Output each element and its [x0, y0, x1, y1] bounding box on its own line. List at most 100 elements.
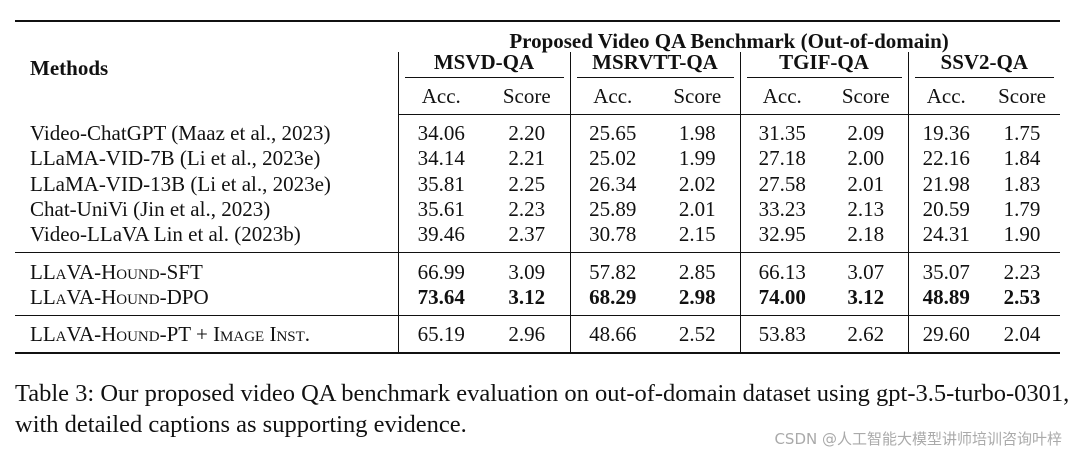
value-cell: 33.23 — [739, 196, 824, 223]
metric-header: Acc. — [739, 78, 824, 115]
value-cell: 3.09 — [484, 252, 570, 285]
value-cell: 1.90 — [1003, 222, 1041, 247]
value-cell: 2.37 — [508, 222, 546, 247]
method-name: LLaVA-Hound-PT + Image Inst. — [15, 315, 398, 354]
value-cell: 48.89 — [907, 284, 984, 316]
value-cell: 31.35 — [739, 114, 824, 147]
value-cell: 3.12 — [847, 284, 885, 309]
value-cell: 35.81 — [397, 171, 484, 197]
value-cell: 1.99 — [678, 146, 716, 171]
watermark: CSDN @人工智能大模型讲师培训咨询叶梓 — [774, 430, 1062, 448]
data-row: Video-ChatGPT (Maaz et al., 2023) 34.06 2.… — [15, 114, 1060, 147]
value-cell: 2.85 — [655, 252, 740, 285]
value-cell: 2.01 — [847, 171, 885, 196]
method-name: Video-ChatGPT (Maaz et al., 2023) — [30, 120, 331, 145]
value-cell: 65.19 — [397, 315, 484, 354]
value-cell: 32.95 — [739, 222, 824, 253]
dataset-cell: MSRVTT-QA — [569, 52, 740, 78]
value-cell: 2.01 — [678, 197, 716, 222]
value-cell: 1.83 — [1003, 171, 1041, 196]
data-row: LLaVA-Hound-DPO 73.64 3.12 68.29 2.98 74.00 3.… — [15, 284, 1060, 316]
value-cell: 20.59 — [907, 196, 984, 223]
header-row: Methods Proposed Video QA Benchmark (Out-… — [15, 21, 1060, 79]
method-name: Video-LLaVA Lin et al. (2023b) — [30, 222, 301, 247]
metric-header: Acc. — [907, 78, 984, 115]
method-name: LLaMA-VID-13B (Li et al., 2023e) — [30, 171, 331, 196]
value-cell: 73.64 — [397, 284, 484, 316]
value-cell: 24.31 — [907, 222, 984, 253]
value-cell: 27.18 — [739, 146, 824, 172]
value-cell: 2.23 — [984, 252, 1061, 285]
value-cell: 2.09 — [847, 121, 885, 146]
dataset-cell: MSVD-QA — [397, 52, 570, 78]
value-cell: 2.20 — [508, 121, 546, 146]
data-row: Chat-UniVi (Jin et al., 2023) 35.61 2.23 25… — [15, 196, 1060, 223]
metric-header: Score — [824, 78, 908, 115]
value-cell: 19.36 — [907, 114, 984, 147]
method-name: Chat-UniVi (Jin et al., 2023) — [30, 197, 271, 222]
value-cell: 34.06 — [397, 114, 484, 147]
value-cell: 2.15 — [678, 222, 716, 247]
data-row: LLaMA-VID-7B (Li et al., 2023e) 34.14 2.21… — [15, 146, 1060, 172]
dataset-name: MSVD-QA — [404, 52, 564, 78]
value-cell: 3.07 — [824, 252, 908, 285]
value-cell: 35.61 — [397, 196, 484, 223]
dataset-name: TGIF-QA — [746, 52, 902, 78]
metric-header: Acc. — [397, 78, 484, 115]
group-title: Proposed Video QA Benchmark (Out-of-doma… — [509, 29, 949, 53]
value-cell: 3.12 — [508, 284, 546, 309]
value-cell: 74.00 — [739, 284, 824, 316]
value-cell: 2.02 — [678, 171, 716, 196]
value-cell: 26.34 — [569, 171, 655, 197]
dataset-cell: SSV2-QA — [907, 52, 1061, 78]
value-cell: 57.82 — [569, 252, 655, 285]
dataset-name: SSV2-QA — [914, 52, 1055, 78]
data-row: Video-LLaVA Lin et al. (2023b) 39.46 2.37 3… — [15, 222, 1060, 253]
value-cell: 2.21 — [508, 146, 546, 171]
method-header: Methods — [30, 55, 109, 80]
value-cell: 34.14 — [397, 146, 484, 172]
value-cell: 2.13 — [847, 197, 885, 222]
data-row: LLaVA-Hound-SFT 66.99 3.09 57.82 2.85 66.13 3.… — [15, 252, 1061, 285]
value-cell: 2.52 — [655, 315, 740, 354]
results-table: Methods Proposed Video QA Benchmark (Out-… — [15, 20, 1061, 355]
value-cell: 21.98 — [907, 171, 984, 197]
caption: Table 3: Our proposed video QA benchmark… — [15, 380, 1070, 438]
header-row: MSVD-QA MSRVTT-QA TGIF-QA SSV2-QA — [15, 52, 1061, 78]
table-body: Methods Proposed Video QA Benchmark (Out-… — [15, 21, 1061, 354]
value-cell: 35.07 — [907, 252, 984, 285]
value-cell: 39.46 — [397, 222, 484, 253]
value-cell: 1.75 — [1003, 121, 1041, 146]
value-cell: 2.00 — [847, 146, 885, 171]
value-cell: 2.04 — [984, 315, 1061, 354]
value-cell: 25.65 — [569, 114, 655, 147]
metric-header: Score — [484, 78, 570, 115]
value-cell: 2.23 — [508, 197, 546, 222]
value-cell: 29.60 — [907, 315, 984, 354]
header-row: Acc. Score Acc. Score Acc. Score Acc. Score — [15, 78, 1061, 115]
method-name: LLaVA-Hound-SFT — [15, 252, 398, 285]
value-cell: 27.58 — [739, 171, 824, 197]
value-cell: 1.84 — [1003, 146, 1041, 171]
value-cell: 2.25 — [508, 171, 546, 196]
value-cell: 2.98 — [678, 284, 716, 309]
value-cell: 30.78 — [569, 222, 655, 253]
dataset-cell: TGIF-QA — [739, 52, 908, 78]
data-row: LLaVA-Hound-PT + Image Inst. 65.19 2.96 48.… — [15, 315, 1061, 354]
data-row: LLaMA-VID-13B (Li et al., 2023e) 35.81 2.2… — [15, 171, 1060, 197]
value-cell: 53.83 — [739, 315, 824, 354]
value-cell: 22.16 — [907, 146, 984, 172]
value-cell: 2.53 — [1003, 284, 1041, 309]
method-name: LLaVA-Hound-DPO — [30, 284, 209, 309]
value-cell: 2.62 — [824, 315, 908, 354]
value-cell: 48.66 — [569, 315, 655, 354]
value-cell: 66.99 — [397, 252, 484, 285]
value-cell: 25.89 — [569, 196, 655, 223]
value-cell: 1.79 — [1003, 197, 1041, 222]
method-name: LLaMA-VID-7B (Li et al., 2023e) — [30, 146, 321, 171]
metric-header: Score — [655, 78, 740, 115]
dataset-name: MSRVTT-QA — [576, 52, 734, 78]
metric-header: Acc. — [569, 78, 655, 115]
value-cell: 66.13 — [739, 252, 824, 285]
